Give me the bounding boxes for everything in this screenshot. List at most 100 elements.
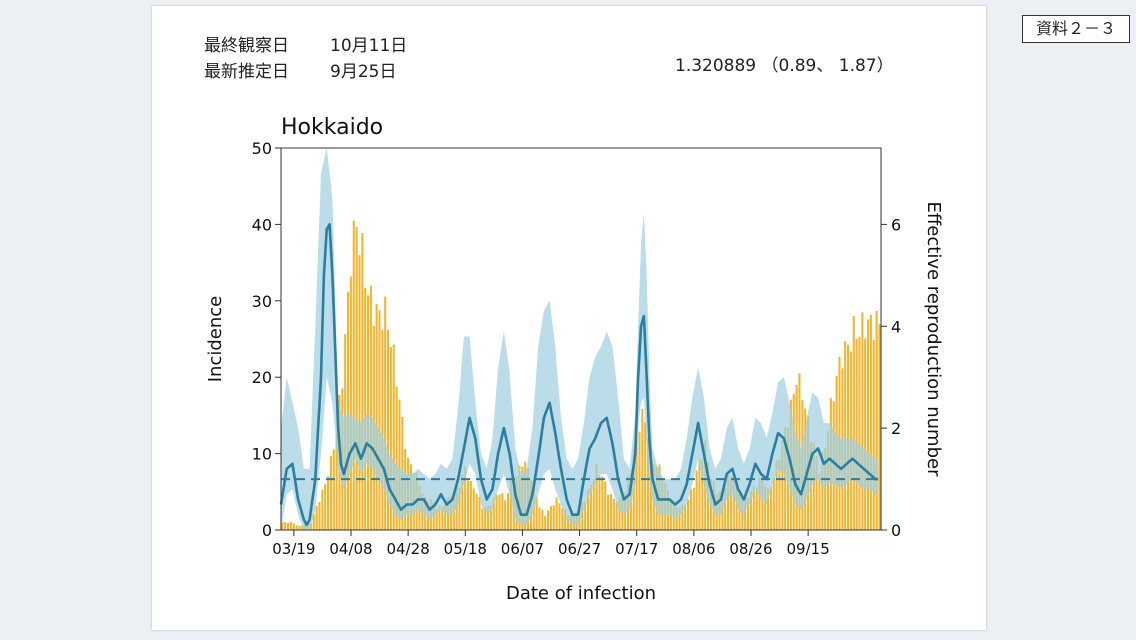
incidence-bar — [349, 276, 352, 530]
incidence-bar — [564, 509, 567, 530]
y-tick-label: 0 — [262, 521, 272, 540]
incidence-bar — [669, 501, 672, 530]
incidence-bar — [698, 459, 701, 530]
incidence-bar — [878, 324, 881, 530]
incidence-bar — [375, 303, 378, 530]
incidence-bar — [592, 479, 595, 530]
last-observed-label: 最終観察日 — [204, 36, 289, 56]
incidence-bar — [681, 505, 684, 530]
incidence-bar — [767, 488, 770, 530]
x-tick-label: 04/08 — [329, 540, 372, 558]
incidence-bar — [504, 500, 507, 530]
incidence-bar — [644, 422, 647, 530]
incidence-bar — [549, 506, 552, 530]
incidence-bar — [778, 459, 781, 530]
incidence-bar — [747, 498, 750, 530]
incidence-bar — [772, 477, 775, 530]
incidence-bar — [284, 521, 287, 530]
incidence-bar — [861, 312, 864, 530]
incidence-bar — [395, 386, 398, 530]
incidence-bar — [607, 494, 610, 530]
incidence-bar — [824, 448, 827, 530]
incidence-bar — [281, 522, 284, 530]
incidence-bar — [589, 484, 592, 530]
incidence-bar — [869, 314, 872, 530]
incidence-bar — [812, 442, 815, 530]
incidence-bar — [352, 220, 355, 530]
incidence-bar — [329, 455, 332, 530]
incidence-bar — [481, 508, 484, 530]
incidence-bar — [821, 452, 824, 530]
incidence-bar — [435, 508, 438, 530]
incidence-bar — [495, 494, 498, 530]
incidence-bar — [327, 476, 330, 530]
incidence-bar — [749, 491, 752, 530]
rt-estimate-text: 1.320889 （0.89、 1.87） — [675, 56, 894, 76]
incidence-bar — [355, 227, 358, 531]
x-tick-label: 09/15 — [787, 540, 830, 558]
x-tick-label: 08/26 — [729, 540, 772, 558]
incidence-bar — [464, 466, 467, 530]
incidence-bar — [541, 509, 544, 530]
x-tick-label: 07/17 — [615, 540, 658, 558]
incidence-bar — [498, 494, 501, 530]
latest-estimate-value: 9月25日 — [330, 62, 397, 82]
y2-axis-label: Effective reproduction number — [923, 202, 944, 478]
incidence-bar — [441, 507, 444, 530]
incidence-bar — [392, 344, 395, 530]
incidence-bar — [535, 496, 538, 530]
y2-tick-label: 0 — [891, 521, 901, 540]
incidence-bar — [612, 498, 615, 530]
incidence-bar — [701, 459, 704, 530]
incidence-bar — [738, 493, 741, 530]
last-observed-value: 10月11日 — [330, 36, 408, 56]
y-tick-label: 20 — [252, 368, 272, 387]
incidence-bar — [321, 489, 324, 530]
incidence-bar — [561, 508, 564, 530]
incidence-bar — [689, 489, 692, 530]
incidence-bar — [595, 464, 598, 530]
y-tick-label: 50 — [252, 139, 272, 158]
y2-tick-label: 6 — [891, 215, 901, 234]
incidence-bar — [544, 515, 547, 530]
incidence-bar — [758, 477, 761, 530]
incidence-bar — [438, 505, 441, 530]
incidence-bar — [555, 497, 558, 530]
incidence-bar — [472, 488, 475, 530]
incidence-bar — [724, 487, 727, 530]
incidence-bar — [292, 523, 295, 530]
x-tick-label: 06/07 — [501, 540, 544, 558]
incidence-bar — [478, 496, 481, 530]
incidence-bar — [547, 510, 550, 530]
x-axis-label: Date of infection — [506, 583, 656, 604]
incidence-bar — [784, 427, 787, 530]
incidence-bar — [295, 525, 298, 530]
incidence-bar — [675, 507, 678, 530]
incidence-bar — [332, 449, 335, 530]
incidence-bar — [361, 232, 364, 530]
incidence-bar — [538, 507, 541, 530]
y-axis-label: Incidence — [205, 296, 226, 383]
incidence-bar — [604, 481, 607, 530]
incidence-bar — [312, 514, 315, 530]
incidence-bar — [855, 338, 858, 530]
incidence-bar — [609, 494, 612, 530]
incidence-bar — [761, 476, 764, 530]
y-tick-label: 10 — [252, 445, 272, 464]
incidence-bar — [552, 505, 555, 530]
incidence-bar — [764, 486, 767, 530]
incidence-bar — [335, 432, 338, 530]
incidence-bar — [567, 515, 570, 530]
incidence-bar — [732, 480, 735, 530]
incidence-bar — [581, 502, 584, 530]
incidence-bar — [867, 319, 870, 530]
incidence-bar — [641, 408, 644, 530]
x-tick-label: 08/06 — [672, 540, 715, 558]
incidence-bar — [755, 487, 758, 530]
incidence-bar — [444, 504, 447, 530]
incidence-bar — [507, 493, 510, 530]
incidence-bar — [369, 285, 372, 530]
incidence-bar — [727, 473, 730, 530]
incidence-bar — [387, 330, 390, 530]
